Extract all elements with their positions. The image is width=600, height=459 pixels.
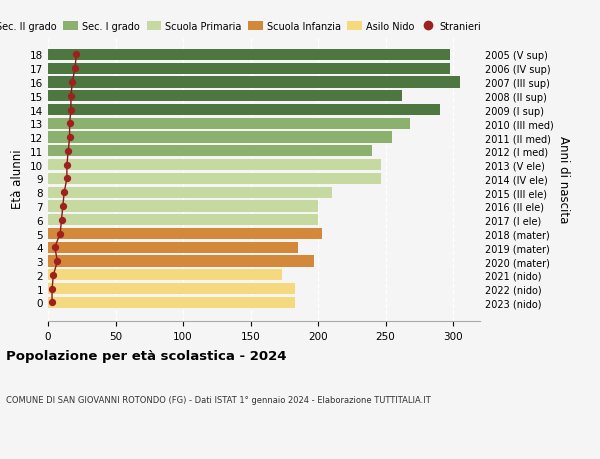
Bar — [48, 256, 314, 267]
Point — [47, 299, 57, 307]
Bar — [48, 283, 295, 295]
Point — [71, 51, 81, 59]
Text: COMUNE DI SAN GIOVANNI ROTONDO (FG) - Dati ISTAT 1° gennaio 2024 - Elaborazione : COMUNE DI SAN GIOVANNI ROTONDO (FG) - Da… — [6, 395, 431, 404]
Point — [62, 175, 72, 183]
Point — [70, 65, 80, 73]
Point — [53, 258, 62, 265]
Point — [62, 162, 72, 169]
Point — [49, 272, 58, 279]
Bar — [48, 201, 318, 212]
Point — [50, 244, 59, 252]
Point — [47, 285, 57, 293]
Bar — [48, 174, 382, 185]
Point — [58, 203, 68, 210]
Point — [55, 230, 65, 238]
Bar — [48, 77, 460, 89]
Bar — [48, 215, 318, 226]
Point — [59, 189, 69, 196]
Bar — [48, 146, 372, 157]
Point — [65, 120, 74, 128]
Y-axis label: Anni di nascita: Anni di nascita — [557, 135, 570, 223]
Bar — [48, 50, 450, 61]
Bar — [48, 91, 402, 102]
Bar — [48, 132, 392, 143]
Point — [64, 148, 73, 155]
Bar — [48, 187, 331, 198]
Bar — [48, 63, 450, 75]
Bar — [48, 242, 298, 253]
Bar — [48, 118, 410, 129]
Legend: Sec. II grado, Sec. I grado, Scuola Primaria, Scuola Infanzia, Asilo Nido, Stran: Sec. II grado, Sec. I grado, Scuola Prim… — [0, 22, 481, 32]
Point — [66, 106, 76, 114]
Bar — [48, 269, 281, 281]
Point — [68, 79, 77, 86]
Text: Popolazione per età scolastica - 2024: Popolazione per età scolastica - 2024 — [6, 349, 287, 362]
Bar — [48, 160, 382, 171]
Bar — [48, 105, 439, 116]
Bar — [48, 229, 322, 240]
Point — [65, 134, 74, 141]
Bar — [48, 297, 295, 308]
Point — [56, 217, 67, 224]
Y-axis label: Età alunni: Età alunni — [11, 149, 25, 209]
Point — [66, 93, 76, 100]
